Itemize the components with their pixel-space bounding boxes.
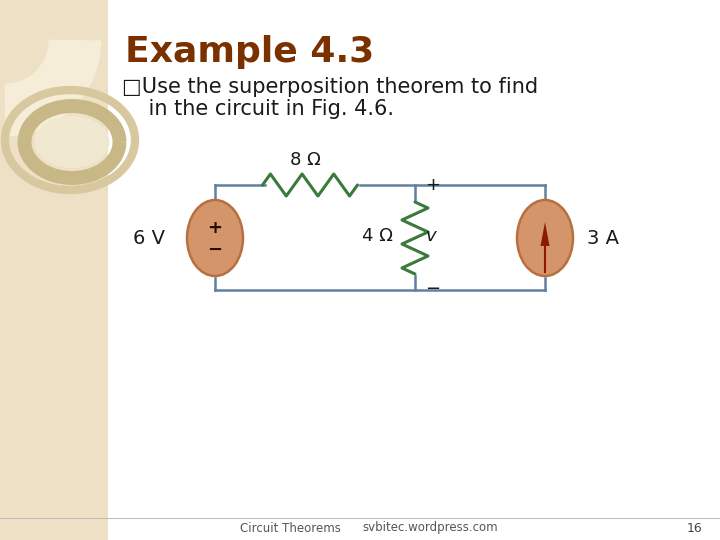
Polygon shape [541,222,549,246]
Polygon shape [0,0,108,540]
Text: 4 Ω: 4 Ω [362,227,393,245]
Text: in the circuit in Fig. 4.6.: in the circuit in Fig. 4.6. [122,99,394,119]
Ellipse shape [187,200,243,276]
Text: 6 V: 6 V [133,228,165,247]
Text: $v$: $v$ [425,227,438,245]
Text: svbitec.wordpress.com: svbitec.wordpress.com [362,522,498,535]
Text: 16: 16 [687,522,703,535]
Text: +: + [207,219,222,237]
Text: 8 Ω: 8 Ω [289,151,320,169]
Text: 3 A: 3 A [587,228,619,247]
Text: +: + [425,176,440,194]
Text: Example 4.3: Example 4.3 [125,35,374,69]
Text: −: − [425,280,440,298]
Text: Circuit Theorems: Circuit Theorems [240,522,341,535]
Text: −: − [207,241,222,259]
Ellipse shape [517,200,573,276]
Text: □Use the superposition theorem to find: □Use the superposition theorem to find [122,77,538,97]
Ellipse shape [35,116,109,168]
